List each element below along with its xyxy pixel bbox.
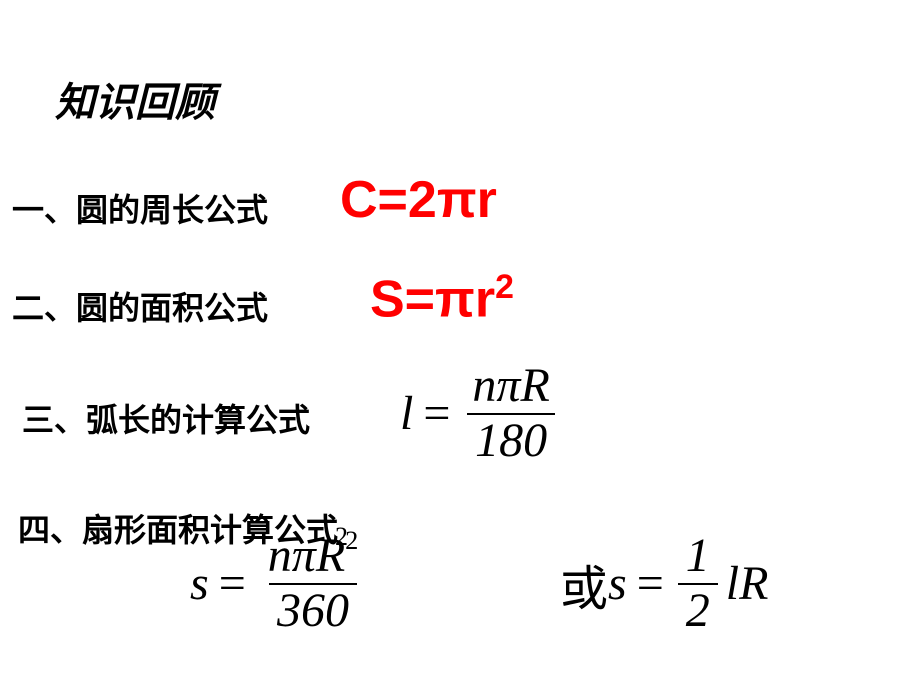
or-prefix: 或 [560,549,608,619]
stray-subscript: 2 [335,522,348,552]
arc-denominator: 180 [467,413,555,468]
arc-lhs: l [400,386,413,441]
sector1-denominator: 360 [269,583,357,638]
sector-area-formula-2: 或 s = 1 2 lR [560,530,768,638]
sector1-numerator: nπR2 [260,530,367,583]
sector2-tail: lR [726,556,769,611]
sector2-fraction: 1 2 [678,530,718,638]
sector2-lhs: s [608,556,627,611]
arc-numerator: nπR [464,360,557,413]
sector2-denominator: 2 [678,583,718,638]
sector1-fraction: nπR2 360 [260,530,367,638]
item-3-label: 三、弧长的计算公式 [22,395,310,441]
item-1-label: 一、圆的周长公式 [12,185,268,231]
equals-sign: = [219,556,246,611]
arc-length-formula: l = nπR 180 [400,360,562,468]
equals-sign: = [637,556,664,611]
arc-fraction: nπR 180 [464,360,557,468]
page-title: 知识回顾 [55,70,215,128]
sector1-lhs: s [190,556,209,611]
sector2-numerator: 1 [678,530,718,583]
circumference-formula: C=2πr [340,170,497,230]
equals-sign: = [423,386,450,441]
item-2-label: 二、圆的面积公式 [12,283,268,329]
area-formula: S=πr2 [370,268,514,329]
